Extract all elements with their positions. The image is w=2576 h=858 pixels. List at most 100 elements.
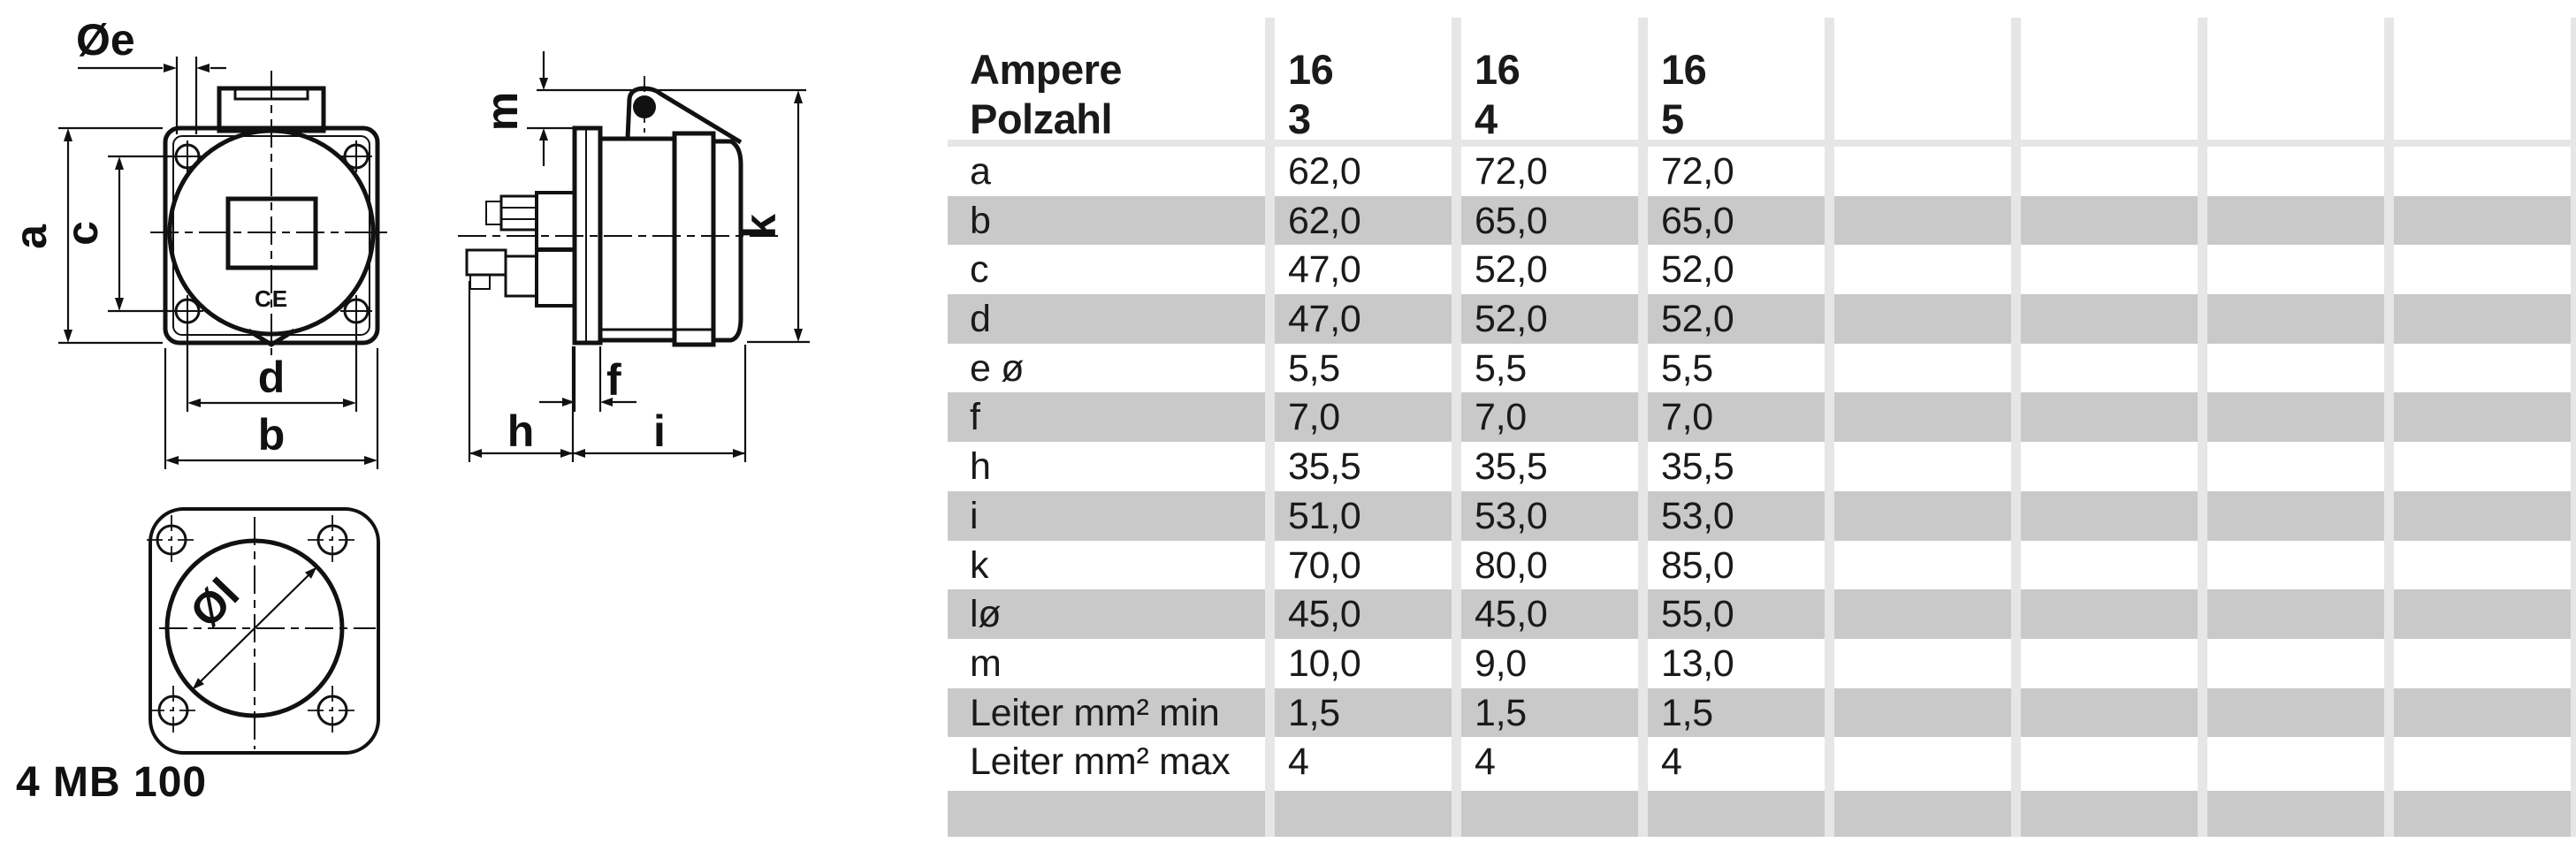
dim-label-h: h [507, 406, 535, 456]
dim-label-d: d [258, 353, 286, 402]
row-label: f [970, 396, 980, 439]
dim-a: a [6, 126, 163, 345]
row-value: 1,5 [1661, 691, 1713, 734]
table-row: h 35,5 35,5 35,5 [948, 442, 2576, 491]
row-value: 4 [1475, 740, 1496, 784]
row-value: 1,5 [1288, 691, 1340, 734]
column-separator [2011, 18, 2021, 837]
row-value: 35,5 [1661, 445, 1734, 489]
row-value: 53,0 [1475, 494, 1548, 537]
table-row: Leiter mm² min 1,5 1,5 1,5 [948, 687, 2576, 738]
front-keyway-notch [247, 328, 296, 347]
rear-flange-outline [149, 507, 380, 755]
row-value: 62,0 [1288, 199, 1361, 242]
side-body-rear [672, 131, 716, 347]
row-value: 51,0 [1288, 494, 1361, 537]
technical-drawing: CE Øe a [6, 15, 810, 755]
row-value: 4 [1661, 740, 1682, 784]
header-ampere-col3: 16 [1661, 46, 1707, 93]
row-value: 7,0 [1661, 396, 1713, 439]
header-ampere-col2: 16 [1475, 46, 1520, 93]
row-label: b [970, 199, 991, 242]
side-body-front [598, 136, 677, 343]
row-label: c [970, 248, 989, 292]
row-label: e ø [970, 346, 1025, 390]
rear-view: Øl [147, 507, 380, 755]
front-screws [171, 140, 372, 327]
table-row: a 62,0 72,0 72,0 [948, 147, 2576, 196]
column-separator [1825, 18, 1834, 837]
row-value: 1,5 [1475, 691, 1527, 734]
row-label: k [970, 543, 989, 587]
row-label: Leiter mm² max [970, 740, 1231, 784]
part-number: 4 MB 100 [16, 759, 208, 806]
rear-screws [147, 515, 357, 735]
row-value: 47,0 [1288, 248, 1361, 292]
table-row: Leiter mm² max 4 4 4 [948, 737, 2576, 786]
row-value: 53,0 [1661, 494, 1734, 537]
row-label: d [970, 298, 991, 341]
row-value: 47,0 [1288, 298, 1361, 341]
dim-f: f [539, 346, 636, 412]
row-value: 7,0 [1475, 396, 1527, 439]
table-header: Ampere Polzahl 16 3 16 4 16 5 [948, 18, 2576, 142]
row-label: m [970, 642, 1002, 685]
header-polzahl-label: Polzahl [970, 95, 1113, 142]
dim-k: k [735, 90, 810, 344]
row-label: lø [970, 593, 1002, 636]
dim-d: d [186, 325, 358, 412]
table-row: e ø 5,5 5,5 5,5 [948, 344, 2576, 393]
dim-label-f: f [606, 355, 621, 405]
table-row: lø 45,0 45,0 55,0 [948, 589, 2576, 639]
table-row: m 10,0 9,0 13,0 [948, 639, 2576, 688]
dimension-table: Ampere Polzahl 16 3 16 4 16 5 a 62,0 72,… [948, 18, 2576, 837]
dim-label-k: k [735, 214, 785, 239]
row-value: 85,0 [1661, 543, 1734, 587]
row-value: 5,5 [1475, 346, 1527, 390]
row-value: 7,0 [1288, 396, 1340, 439]
row-value: 52,0 [1475, 298, 1548, 341]
table-gap [948, 786, 2576, 791]
side-terminal-details [465, 191, 576, 308]
column-separator [1452, 18, 1461, 837]
table-row: c 47,0 52,0 52,0 [948, 245, 2576, 294]
table-row: i 51,0 53,0 53,0 [948, 490, 2576, 541]
row-value: 70,0 [1288, 543, 1361, 587]
row-value: 45,0 [1475, 593, 1548, 636]
header-ampere-label: Ampere [970, 46, 1123, 93]
table-row: k 70,0 80,0 85,0 [948, 541, 2576, 590]
table-row: b 62,0 65,0 65,0 [948, 195, 2576, 246]
row-label: i [970, 494, 979, 537]
dim-label-diameter-l: Øl [180, 569, 248, 637]
side-view: m k f h [458, 51, 810, 462]
row-value: 55,0 [1661, 593, 1734, 636]
dim-label-c: c [57, 221, 107, 246]
row-value: 4 [1288, 740, 1309, 784]
row-label: Leiter mm² min [970, 691, 1220, 734]
header-polzahl-col2: 4 [1475, 95, 1498, 142]
dim-diameter-e: Øe [76, 15, 226, 134]
row-value: 65,0 [1661, 199, 1734, 242]
row-value: 10,0 [1288, 642, 1361, 685]
row-value: 5,5 [1288, 346, 1340, 390]
dim-h-i: h i [468, 281, 747, 462]
header-underline [948, 140, 2576, 147]
row-value: 9,0 [1475, 642, 1527, 685]
table-body: a 62,0 72,0 72,0 b 62,0 65,0 65,0 c 47,0… [948, 147, 2576, 786]
row-value: 80,0 [1475, 543, 1548, 587]
row-label: h [970, 445, 991, 489]
row-value: 45,0 [1288, 593, 1361, 636]
dim-label-b: b [258, 410, 286, 459]
side-lid-profile [625, 86, 743, 145]
column-separator [1638, 18, 1648, 837]
row-value: 52,0 [1661, 248, 1734, 292]
dim-label-m: m [477, 92, 527, 131]
row-value: 52,0 [1475, 248, 1548, 292]
table-row: d 47,0 52,0 52,0 [948, 294, 2576, 344]
row-value: 62,0 [1288, 150, 1361, 193]
table-end-band [948, 790, 2576, 837]
row-value: 13,0 [1661, 642, 1734, 685]
dim-label-diameter-e: Øe [76, 15, 135, 65]
dim-label-i: i [653, 406, 666, 456]
